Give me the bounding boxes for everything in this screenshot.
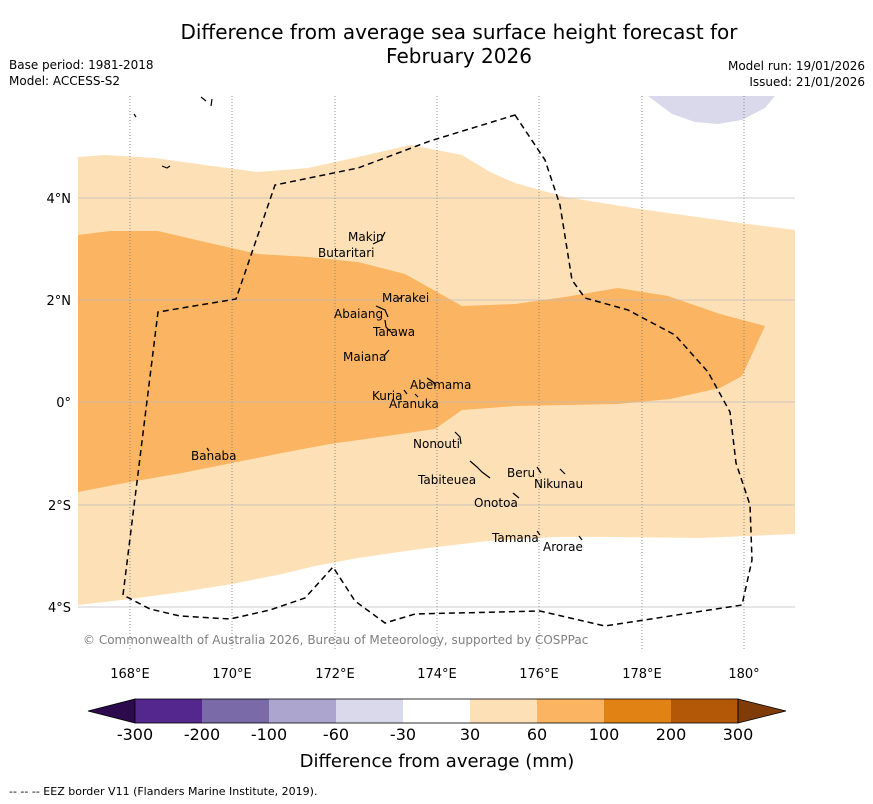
- island-outlines: [133, 96, 583, 541]
- meta-left: Base period: 1981-2018 Model: ACCESS-S2: [9, 57, 154, 89]
- label-makin: Makin: [348, 230, 384, 244]
- lat-tick-labels: 4°N 2°N 0° 2°S 4°S: [47, 192, 72, 616]
- lon-tick-178e: 178°E: [622, 667, 662, 682]
- colorbar-tick-label: 30: [460, 725, 480, 744]
- base-period: Base period: 1981-2018: [9, 58, 154, 72]
- label-maiana: Maiana: [343, 350, 386, 364]
- longitude-gridlines: [129, 96, 745, 650]
- label-aranuka: Aranuka: [389, 397, 439, 411]
- model-run: Model run: 19/01/2026: [727, 59, 865, 73]
- lon-tick-176e: 176°E: [519, 667, 559, 682]
- colorbar-segment: [202, 699, 269, 723]
- colorbar-tick-label: 300: [723, 725, 754, 744]
- lat-tick-2n: 2°N: [47, 294, 72, 309]
- label-marakei: Marakei: [382, 291, 429, 305]
- label-tamana: Tamana: [491, 531, 539, 545]
- label-arorae: Arorae: [543, 540, 583, 554]
- colorbar: [87, 698, 787, 724]
- title-line-2: February 2026: [386, 44, 532, 68]
- label-nonouti: Nonouti: [413, 437, 460, 451]
- label-butaritari: Butaritari: [318, 246, 375, 260]
- meta-right: Model run: 19/01/2026 Issued: 21/01/2026: [728, 58, 865, 90]
- colorbar-segment: [135, 699, 202, 723]
- colorbar-segment: [671, 699, 738, 723]
- eez-legend-note: -- -- -- EEZ border V11 (Flanders Marine…: [9, 785, 318, 798]
- colorbar-segment: [403, 699, 470, 723]
- colorbar-tick-label: 200: [656, 725, 687, 744]
- lat-tick-4s: 4°S: [48, 601, 71, 616]
- colorbar-segment: [604, 699, 671, 723]
- label-abaiang: Abaiang: [334, 307, 383, 321]
- colorbar-frame: [134, 698, 739, 724]
- island-labels: Makin Butaritari Marakei Abaiang Tarawa …: [191, 230, 583, 554]
- colorbar-tick-label: 100: [589, 725, 620, 744]
- copyright-text: © Commonwealth of Australia 2026, Bureau…: [83, 633, 588, 647]
- latitude-gridlines: [78, 197, 795, 608]
- lat-tick-4n: 4°N: [47, 192, 72, 207]
- model-name: Model: ACCESS-S2: [9, 74, 121, 88]
- map-title: Difference from average sea surface heig…: [0, 20, 873, 68]
- title-line-1: Difference from average sea surface heig…: [180, 20, 738, 44]
- colorbar-tick-labels: -300 -200 -100 -60 -30 30 60 100 200 300: [117, 725, 753, 744]
- colorbar-extend-high: [737, 698, 787, 724]
- colorbar-tick-label: -200: [184, 725, 220, 744]
- label-nikunau: Nikunau: [534, 477, 583, 491]
- lon-tick-170e: 170°E: [212, 667, 252, 682]
- colorbar-tick-label: -30: [390, 725, 416, 744]
- label-tabiteuea: Tabiteuea: [417, 473, 476, 487]
- colorbar-segment: [336, 699, 403, 723]
- lat-tick-0: 0°: [56, 396, 71, 411]
- colorbar-segment: [269, 699, 336, 723]
- colorbar-segment: [537, 699, 604, 723]
- lon-tick-168e: 168°E: [110, 667, 150, 682]
- label-onotoa: Onotoa: [474, 496, 518, 510]
- lon-tick-180: 180°: [728, 667, 759, 682]
- colorbar-tick-label: -300: [117, 725, 153, 744]
- issued-date: Issued: 21/01/2026: [749, 75, 865, 89]
- band-neg-30-60: [648, 96, 775, 124]
- colorbar-label: Difference from average (mm): [300, 751, 575, 772]
- lon-tick-172e: 172°E: [315, 667, 355, 682]
- label-tarawa: Tarawa: [372, 325, 415, 339]
- lat-tick-2s: 2°S: [48, 499, 71, 514]
- colorbar-tick-label: -60: [323, 725, 349, 744]
- label-banaba: Banaba: [191, 449, 237, 463]
- label-kuria: Kuria: [372, 389, 403, 403]
- lon-tick-labels: 168°E 170°E 172°E 174°E 176°E 178°E 180°: [110, 667, 759, 682]
- label-abemama: Abemama: [410, 378, 471, 392]
- colorbar-tick-label: -100: [251, 725, 287, 744]
- eez-border: [122, 114, 753, 627]
- colorbar-extend-low: [87, 698, 136, 724]
- colorbar-tick-label: 60: [527, 725, 547, 744]
- lon-tick-174e: 174°E: [417, 667, 457, 682]
- label-beru: Beru: [507, 466, 535, 480]
- band-60-100: [78, 231, 765, 492]
- colorbar-segment: [470, 699, 537, 723]
